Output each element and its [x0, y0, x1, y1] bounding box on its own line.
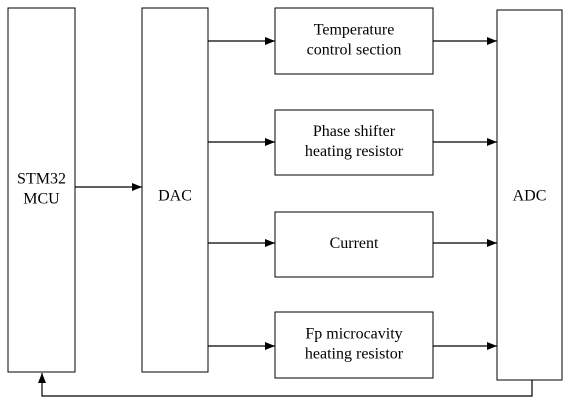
phase-shifter-box [274, 109, 434, 176]
node-label: MCU [23, 191, 60, 208]
node-label: DAC [158, 188, 192, 205]
node-label: Phase shifter [313, 123, 396, 140]
node-label: Temperature [314, 22, 395, 39]
node-label: STM32 [17, 171, 66, 188]
labels: STM32 MCU DAC Temperature control section Pha… [17, 22, 546, 363]
fp-box [274, 311, 434, 379]
temperature-box [274, 7, 434, 75]
node-label: control section [307, 42, 402, 59]
node-label: heating resistor [305, 346, 404, 363]
adc-box [496, 9, 563, 381]
feedback-arrow [38, 373, 533, 397]
dac-box [141, 7, 209, 373]
mcu-box [7, 7, 76, 373]
node-label: Current [330, 235, 379, 252]
current-box [274, 211, 434, 278]
node-label: Fp microcavity [305, 326, 402, 343]
node-label: heating resistor [305, 143, 404, 160]
node-label: ADC [513, 188, 547, 205]
